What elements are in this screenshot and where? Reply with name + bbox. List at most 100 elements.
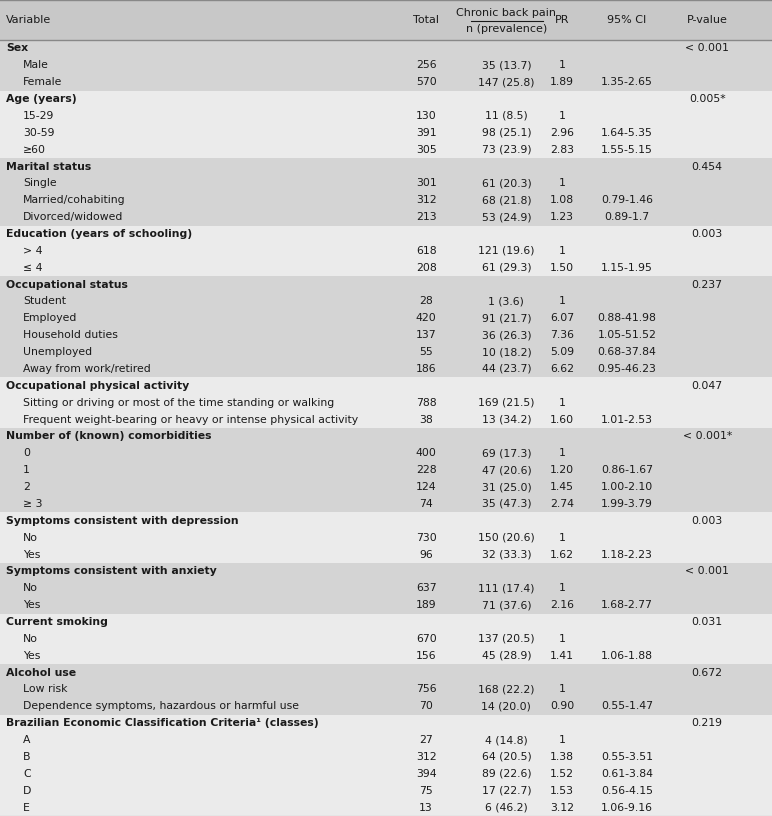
- Text: 1.62: 1.62: [550, 549, 574, 560]
- Text: 5.09: 5.09: [550, 347, 574, 357]
- Text: 213: 213: [416, 212, 436, 222]
- Text: 1.06-1.88: 1.06-1.88: [601, 650, 653, 661]
- Text: 96: 96: [419, 549, 433, 560]
- Text: 0.68-37.84: 0.68-37.84: [598, 347, 656, 357]
- Text: 121 (19.6): 121 (19.6): [478, 246, 535, 256]
- Text: < 0.001: < 0.001: [686, 566, 729, 576]
- Text: n (prevalence): n (prevalence): [466, 24, 547, 33]
- Text: 0.79-1.46: 0.79-1.46: [601, 195, 653, 206]
- Text: 1: 1: [559, 179, 565, 188]
- Bar: [0, 175, 772, 192]
- Text: 4 (14.8): 4 (14.8): [485, 735, 528, 745]
- Text: 7.36: 7.36: [550, 330, 574, 340]
- Text: 189: 189: [416, 600, 436, 610]
- Text: 137: 137: [416, 330, 436, 340]
- Text: 30-59: 30-59: [23, 128, 55, 138]
- Text: 756: 756: [416, 685, 436, 694]
- Text: Unemployed: Unemployed: [23, 347, 93, 357]
- Text: 305: 305: [416, 144, 436, 155]
- Text: Number of (known) comorbidities: Number of (known) comorbidities: [6, 432, 212, 441]
- Text: 0.003: 0.003: [692, 516, 723, 526]
- Bar: [0, 563, 772, 580]
- Text: E: E: [23, 803, 30, 813]
- Bar: [0, 647, 772, 664]
- Text: 1: 1: [559, 735, 565, 745]
- Text: 0.86-1.67: 0.86-1.67: [601, 465, 653, 475]
- Text: 1: 1: [559, 634, 565, 644]
- Text: Married/cohabiting: Married/cohabiting: [23, 195, 126, 206]
- Text: P-value: P-value: [687, 15, 727, 25]
- Text: 0.55-1.47: 0.55-1.47: [601, 701, 653, 712]
- Text: 156: 156: [416, 650, 436, 661]
- Bar: [0, 361, 772, 377]
- Bar: [0, 225, 772, 242]
- Text: 256: 256: [416, 60, 436, 70]
- Bar: [0, 242, 772, 259]
- Text: Dependence symptoms, hazardous or harmful use: Dependence symptoms, hazardous or harmfu…: [23, 701, 300, 712]
- Text: Chronic back pain: Chronic back pain: [456, 8, 557, 18]
- Bar: [0, 799, 772, 816]
- Text: 1.08: 1.08: [550, 195, 574, 206]
- Text: A: A: [23, 735, 31, 745]
- Bar: [0, 310, 772, 326]
- Text: 2.96: 2.96: [550, 128, 574, 138]
- Text: 1.06-9.16: 1.06-9.16: [601, 803, 653, 813]
- Text: 150 (20.6): 150 (20.6): [478, 533, 535, 543]
- Text: 1.68-2.77: 1.68-2.77: [601, 600, 653, 610]
- Text: 17 (22.7): 17 (22.7): [482, 786, 531, 796]
- Text: 1.52: 1.52: [550, 769, 574, 778]
- Bar: [0, 664, 772, 681]
- Text: PR: PR: [555, 15, 569, 25]
- Text: 111 (17.4): 111 (17.4): [478, 583, 535, 593]
- Text: Away from work/retired: Away from work/retired: [23, 364, 151, 374]
- Text: 55: 55: [419, 347, 433, 357]
- Text: 1: 1: [559, 296, 565, 307]
- Text: 0.672: 0.672: [692, 667, 723, 677]
- Text: ≤ 4: ≤ 4: [23, 263, 42, 273]
- Text: ≥60: ≥60: [23, 144, 46, 155]
- Bar: [0, 748, 772, 765]
- Text: 32 (33.3): 32 (33.3): [482, 549, 531, 560]
- Text: 1.53: 1.53: [550, 786, 574, 796]
- Bar: [0, 479, 772, 495]
- Text: 301: 301: [416, 179, 436, 188]
- Text: 391: 391: [416, 128, 436, 138]
- Text: 98 (25.1): 98 (25.1): [482, 128, 531, 138]
- Text: 45 (28.9): 45 (28.9): [482, 650, 531, 661]
- Bar: [0, 445, 772, 462]
- Text: Symptoms consistent with depression: Symptoms consistent with depression: [6, 516, 239, 526]
- Text: 14 (20.0): 14 (20.0): [482, 701, 531, 712]
- Text: 168 (22.2): 168 (22.2): [478, 685, 535, 694]
- Text: 1.20: 1.20: [550, 465, 574, 475]
- Text: 394: 394: [416, 769, 436, 778]
- Bar: [0, 530, 772, 546]
- Text: 147 (25.8): 147 (25.8): [478, 78, 535, 87]
- Text: 35 (47.3): 35 (47.3): [482, 499, 531, 509]
- Text: 0.89-1.7: 0.89-1.7: [604, 212, 649, 222]
- Bar: [0, 158, 772, 175]
- Text: 10 (18.2): 10 (18.2): [482, 347, 531, 357]
- Text: 1: 1: [559, 111, 565, 121]
- Text: 2.83: 2.83: [550, 144, 574, 155]
- Bar: [0, 783, 772, 799]
- Text: 400: 400: [415, 448, 437, 459]
- Text: 1 (3.6): 1 (3.6): [489, 296, 524, 307]
- Text: 36 (26.3): 36 (26.3): [482, 330, 531, 340]
- Text: 75: 75: [419, 786, 433, 796]
- Text: 68 (21.8): 68 (21.8): [482, 195, 531, 206]
- Text: 27: 27: [419, 735, 433, 745]
- Text: 1.38: 1.38: [550, 752, 574, 762]
- Bar: [0, 681, 772, 698]
- Text: 47 (20.6): 47 (20.6): [482, 465, 531, 475]
- Text: Yes: Yes: [23, 549, 41, 560]
- Text: 35 (13.7): 35 (13.7): [482, 60, 531, 70]
- Text: 0.56-4.15: 0.56-4.15: [601, 786, 653, 796]
- Text: 1: 1: [559, 397, 565, 408]
- Text: Alcohol use: Alcohol use: [6, 667, 76, 677]
- Bar: [0, 614, 772, 631]
- Text: Sitting or driving or most of the time standing or walking: Sitting or driving or most of the time s…: [23, 397, 334, 408]
- Bar: [0, 124, 772, 141]
- Text: 2: 2: [23, 482, 30, 492]
- Text: 1.50: 1.50: [550, 263, 574, 273]
- Text: 570: 570: [416, 78, 436, 87]
